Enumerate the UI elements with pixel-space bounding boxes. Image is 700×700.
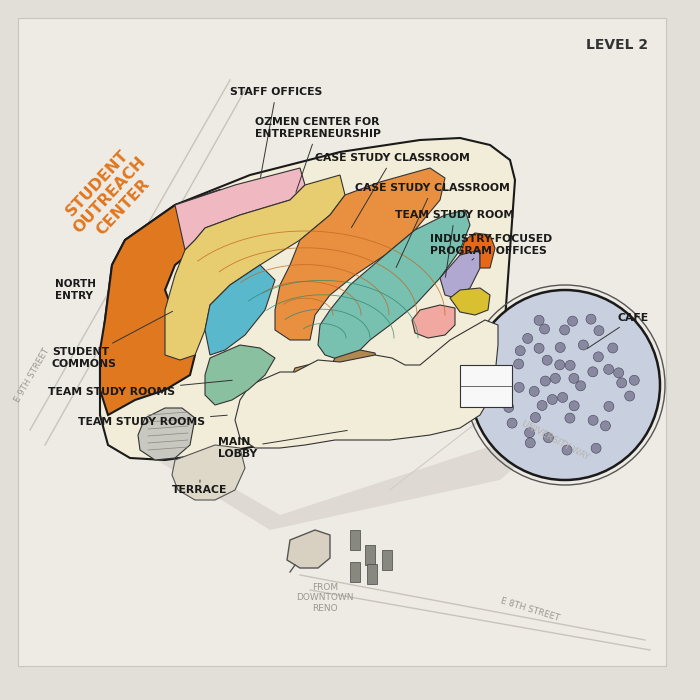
Circle shape	[604, 401, 614, 412]
Circle shape	[588, 415, 598, 426]
Circle shape	[470, 290, 660, 480]
Circle shape	[586, 314, 596, 324]
Text: STAFF OFFICES: STAFF OFFICES	[230, 87, 322, 177]
Text: STUDENT
COMMONS: STUDENT COMMONS	[52, 312, 172, 369]
Polygon shape	[172, 445, 245, 500]
Polygon shape	[350, 562, 360, 582]
Circle shape	[624, 391, 635, 401]
Text: E 8TH STREET: E 8TH STREET	[499, 596, 561, 623]
Text: CASE STUDY CLASSROOM: CASE STUDY CLASSROOM	[315, 153, 470, 228]
Circle shape	[529, 386, 539, 396]
Circle shape	[568, 316, 578, 326]
Circle shape	[542, 355, 552, 365]
FancyBboxPatch shape	[18, 18, 666, 666]
Circle shape	[534, 343, 544, 354]
Circle shape	[608, 343, 618, 353]
Polygon shape	[138, 408, 195, 460]
Polygon shape	[382, 550, 392, 570]
Text: TERRACE: TERRACE	[172, 480, 228, 495]
Circle shape	[531, 412, 540, 423]
Circle shape	[514, 359, 524, 369]
Circle shape	[594, 326, 604, 335]
Circle shape	[594, 352, 603, 362]
Circle shape	[523, 333, 533, 344]
Circle shape	[504, 402, 514, 412]
Text: INDUSTRY-FOCUSED
PROGRAM OFFICES: INDUSTRY-FOCUSED PROGRAM OFFICES	[430, 234, 552, 260]
Circle shape	[524, 428, 535, 438]
Polygon shape	[450, 288, 490, 315]
Circle shape	[515, 346, 525, 356]
Circle shape	[601, 421, 610, 431]
Circle shape	[569, 401, 579, 411]
Circle shape	[575, 381, 586, 391]
Circle shape	[555, 360, 565, 370]
Circle shape	[559, 325, 570, 335]
Polygon shape	[350, 530, 360, 550]
Text: CAFE: CAFE	[587, 313, 649, 349]
Polygon shape	[275, 168, 445, 340]
Circle shape	[537, 400, 547, 410]
Text: NORTH
ENTRY: NORTH ENTRY	[55, 279, 96, 301]
Circle shape	[555, 342, 565, 353]
Polygon shape	[235, 320, 498, 448]
Polygon shape	[175, 168, 305, 250]
Text: E 9TH STREET: E 9TH STREET	[13, 346, 51, 404]
Circle shape	[629, 375, 639, 385]
Circle shape	[558, 393, 568, 402]
Polygon shape	[100, 190, 240, 415]
Text: CASE STUDY CLASSROOM: CASE STUDY CLASSROOM	[355, 183, 510, 267]
Circle shape	[540, 324, 550, 334]
Circle shape	[614, 368, 624, 378]
Polygon shape	[165, 175, 345, 360]
Polygon shape	[100, 138, 515, 460]
Polygon shape	[330, 350, 378, 385]
Text: FROM
DOWNTOWN
RENO: FROM DOWNTOWN RENO	[296, 583, 354, 613]
Polygon shape	[460, 233, 495, 268]
Polygon shape	[287, 530, 330, 568]
Polygon shape	[318, 210, 470, 360]
FancyBboxPatch shape	[460, 365, 512, 407]
Text: TEAM STUDY ROOM: TEAM STUDY ROOM	[395, 210, 514, 277]
Polygon shape	[290, 362, 338, 397]
Text: OZMEN CENTER FOR
ENTREPRENEURSHIP: OZMEN CENTER FOR ENTREPRENEURSHIP	[255, 117, 381, 192]
Circle shape	[588, 367, 598, 377]
Text: MAIN
LOBBY: MAIN LOBBY	[218, 430, 347, 458]
Text: LEVEL 2: LEVEL 2	[586, 38, 648, 52]
Polygon shape	[205, 265, 275, 355]
Polygon shape	[412, 305, 455, 338]
Circle shape	[514, 382, 524, 393]
Circle shape	[565, 360, 575, 370]
Circle shape	[534, 315, 544, 326]
Circle shape	[540, 376, 550, 386]
Circle shape	[565, 413, 575, 423]
Polygon shape	[440, 248, 480, 298]
Text: TEAM STUDY ROOMS: TEAM STUDY ROOMS	[78, 415, 228, 427]
Polygon shape	[367, 564, 377, 584]
Circle shape	[547, 395, 557, 405]
Polygon shape	[365, 545, 375, 565]
Circle shape	[562, 445, 572, 455]
Text: TEAM STUDY ROOMS: TEAM STUDY ROOMS	[48, 380, 232, 397]
Circle shape	[525, 438, 536, 448]
Circle shape	[550, 373, 560, 384]
Circle shape	[543, 433, 554, 442]
Circle shape	[507, 418, 517, 428]
Circle shape	[578, 340, 588, 350]
Circle shape	[569, 373, 579, 384]
Circle shape	[591, 443, 601, 454]
Circle shape	[617, 378, 626, 388]
Text: UNIVERSITY WAY: UNIVERSITY WAY	[520, 419, 590, 461]
Polygon shape	[108, 415, 540, 530]
Circle shape	[603, 365, 614, 374]
Text: STUDENT
OUTREACH
CENTER: STUDENT OUTREACH CENTER	[58, 142, 162, 248]
Polygon shape	[205, 345, 275, 405]
